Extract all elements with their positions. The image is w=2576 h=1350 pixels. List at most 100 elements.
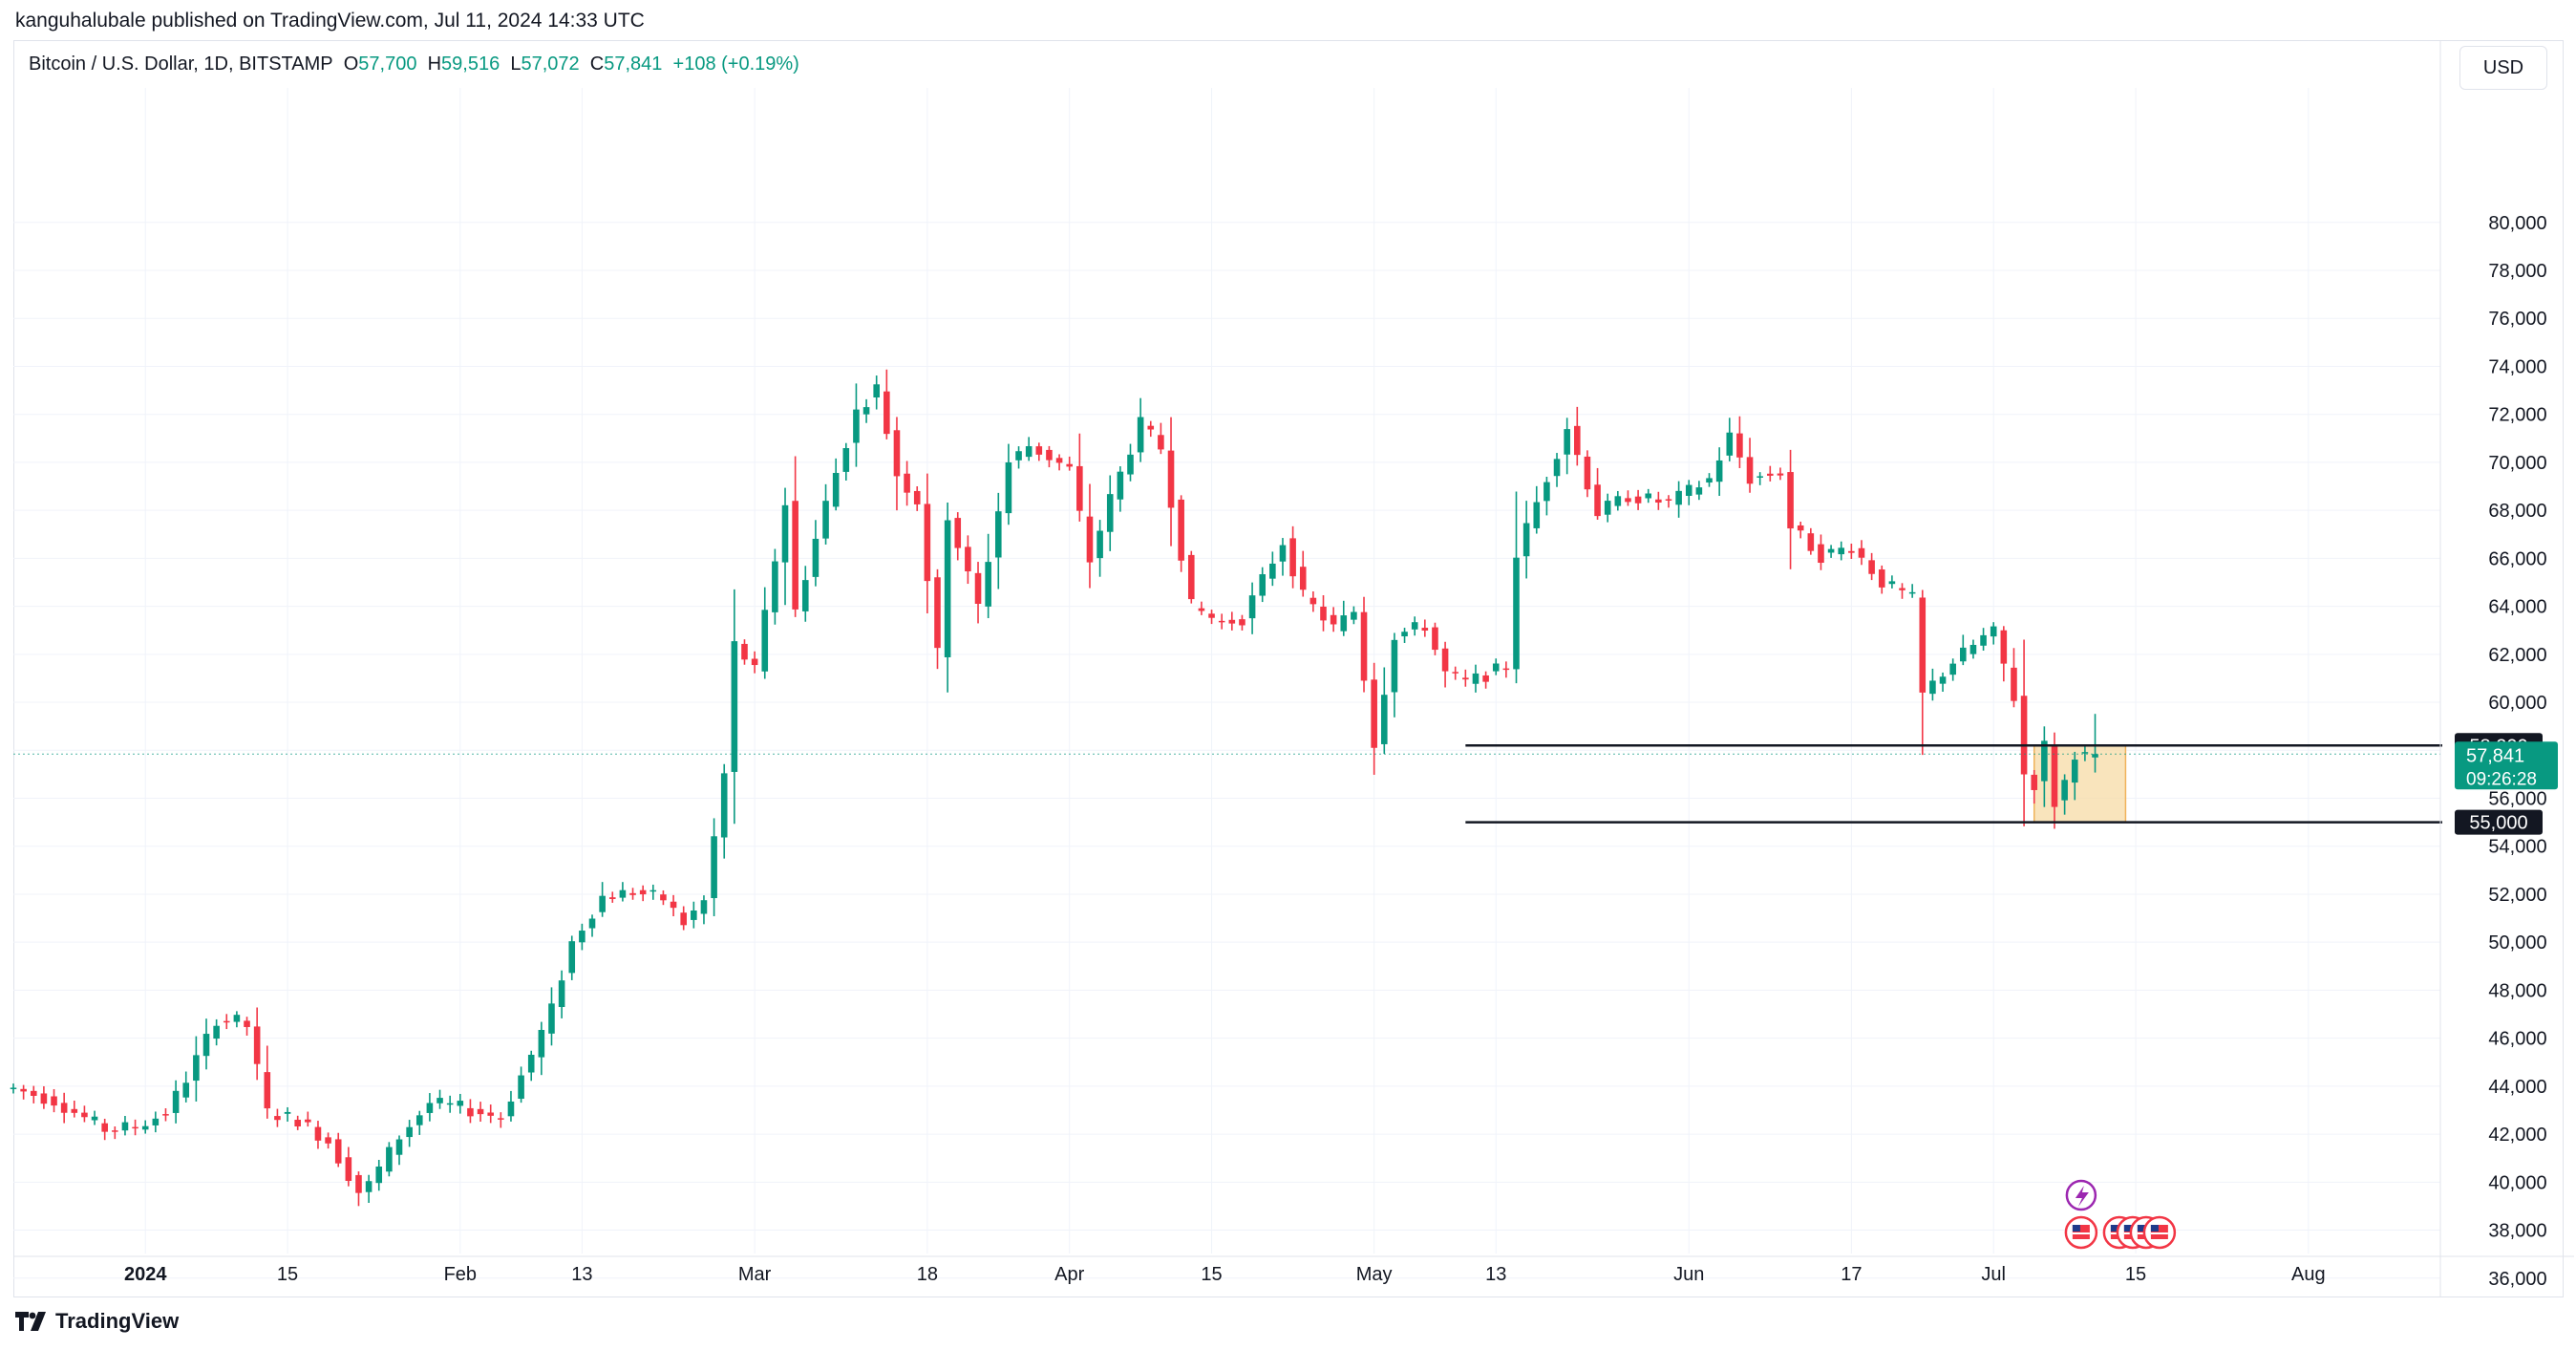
candle-up [457,1101,464,1106]
candle-up [1614,496,1622,506]
candle-down [1919,597,1927,693]
candle-down [2051,745,2058,807]
candle-down [1320,606,1327,621]
price-axis: 36,000 38,000 40,000 42,000 44,000 46,000 48,0… [2439,40,2547,1297]
candle-down [1432,627,1438,651]
candle-down [274,1116,281,1121]
candle-down [1767,473,1774,476]
price-tick-label: 40,000 [2488,1172,2546,1193]
change-value: +108 (+0.19%) [672,54,799,75]
candle-up [2071,760,2078,783]
price-tick-label: 72,000 [2488,405,2546,426]
candle-down [1899,588,1905,590]
candle-up [213,1025,220,1039]
candle-up [436,1098,443,1104]
candle-down [1482,675,1489,682]
candle-down [1818,544,1824,564]
candle-down [1777,473,1784,476]
candle-up [365,1181,373,1192]
candle-down [934,577,941,649]
low-label: L [510,54,522,75]
candle-up [1695,487,1703,495]
candle-up [1411,622,1418,630]
candle-down [253,1026,261,1064]
candle-up [1279,545,1287,562]
candle-down [71,1108,78,1113]
price-tick-label: 74,000 [2488,356,2546,377]
candle-up [1645,493,1652,499]
candle-up [1715,460,1723,482]
candle-up [761,610,769,672]
candle-up [2061,780,2068,801]
price-tick-label: 76,000 [2488,309,2546,330]
candle-down [1655,499,1662,504]
candle-up [619,889,627,898]
candle-up [812,538,820,577]
date-tick-label: 2024 [124,1264,167,1285]
candle-down [101,1123,108,1132]
candle-down [132,1126,138,1129]
price-tick-label: 48,000 [2488,980,2546,1001]
candle-up [1949,663,1956,675]
candle-up [1380,695,1388,744]
candle-down [1076,465,1083,511]
candle-up [1015,451,1022,461]
candle-down [670,901,677,909]
candle-down [467,1107,474,1117]
candle-down [112,1130,118,1132]
candle-up [1127,454,1134,475]
candle-up [801,580,809,611]
candle-down [20,1088,27,1092]
candle-up [1969,644,1977,654]
candle-up [446,1103,454,1105]
candle-down [884,391,890,435]
candle-up [1117,471,1124,500]
candle-down [629,892,636,895]
price-tick-label: 36,000 [2488,1269,2546,1290]
candle-up [1096,530,1103,559]
high-value: 59,516 [441,54,500,75]
candle-up [415,1115,423,1125]
candle-down [2000,630,2008,664]
chart-frame [13,40,2564,1297]
low-value: 57,072 [521,54,580,75]
candle-up [1351,611,1357,620]
date-tick-label: Feb [444,1264,477,1285]
lightning-event-icon [2065,1179,2097,1211]
date-tick-label: 18 [917,1264,938,1285]
candle-up [1543,482,1550,502]
candle-up [649,889,657,892]
candle-up [700,900,708,914]
candle-up [558,980,565,1008]
candle-down [1746,457,1754,484]
candle-down [325,1137,331,1144]
date-axis: 2024 15 Feb 13 Mar 18 Apr 15 May 13 Jun 17 Jul 15 Aug [13,1255,2574,1285]
candle-down [1330,614,1337,625]
candle-up [691,910,697,920]
candle-up [375,1166,383,1184]
tradingview-brand[interactable]: TradingView [15,1309,179,1334]
candle-up [386,1146,393,1172]
candle-up [2092,754,2098,758]
currency-selector[interactable]: USD [2459,46,2547,90]
candle-up [172,1090,180,1113]
candle-down [1736,433,1743,458]
candle-down [965,546,971,572]
candle-down [223,1020,230,1023]
date-tick-label: 17 [1841,1264,1862,1285]
candle-up [1838,547,1845,555]
candle-up [91,1116,98,1121]
price-tick-label: 52,000 [2488,885,2546,906]
candle-up [588,918,596,929]
date-tick-label: Mar [738,1264,772,1285]
candle-up [141,1125,149,1130]
publisher-line: kanguhalubale published on TradingView.c… [15,10,645,32]
candle-up [1827,548,1835,553]
candle-up [395,1139,403,1155]
candle-up [233,1015,241,1022]
date-tick-label: 15 [2125,1264,2146,1285]
candle-up [1990,626,1997,637]
candle-down [355,1174,362,1193]
brand-name: TradingView [55,1309,180,1333]
